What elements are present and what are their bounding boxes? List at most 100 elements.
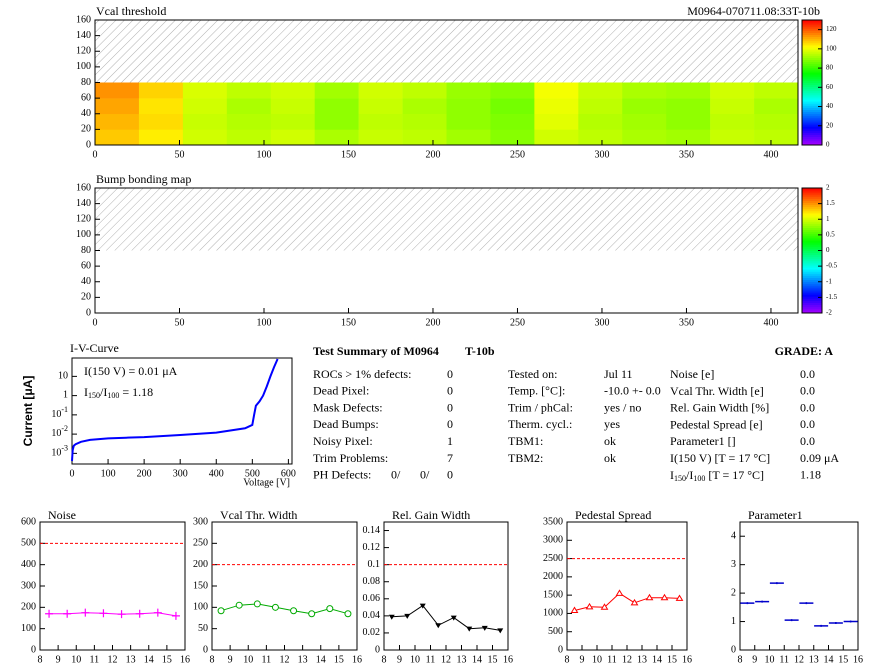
x-tick-label: 8 [210, 654, 215, 665]
color-scale-label: -2 [826, 309, 832, 317]
x-tick-label: 300 [594, 149, 609, 160]
color-scale-cell [802, 215, 822, 218]
color-scale-cell [802, 132, 822, 135]
color-scale-cell [802, 246, 822, 249]
heatmap-cell [358, 98, 403, 115]
result-label: I(150 V) [T = 17 °C] [670, 451, 770, 465]
color-scale-frame [801, 19, 823, 146]
plot-frame [39, 521, 186, 651]
y-tick-base: 1 [63, 390, 68, 401]
heatmap-cell [666, 98, 711, 115]
x-tick-label: 150 [341, 149, 356, 160]
x-tick-label: 16 [352, 654, 362, 665]
color-scale-cell [802, 229, 822, 233]
color-scale-cell [802, 38, 822, 42]
color-scale-cell [802, 231, 822, 235]
x-tick-label: 15 [162, 654, 172, 665]
result-label: Pedestal Spread [e] [670, 417, 763, 431]
marker [404, 613, 411, 619]
y-tick-base: 10 [51, 448, 61, 459]
plot-frame [211, 521, 358, 651]
x-tick-label: 16 [503, 654, 513, 665]
condition-label: TBM1: [508, 434, 543, 448]
y-tick-label: 1 [731, 616, 736, 627]
x-tick-label: 8 [738, 654, 743, 665]
defect-value: 1 [447, 434, 453, 448]
heatmap-cell [490, 98, 535, 115]
color-scale-cell [802, 304, 822, 308]
y-tick-base: 10 [51, 409, 61, 420]
y-tick-label: 20 [81, 124, 91, 135]
y-tick-base: 10 [58, 371, 68, 382]
condition-value: -10.0 +- 0.0 [604, 384, 661, 398]
y-tick-label: 0.06 [363, 593, 381, 604]
color-scale-cell [802, 233, 822, 237]
summary-tag: T-10b [465, 344, 495, 358]
heatmap-cell [138, 82, 184, 99]
label-part: I [84, 385, 88, 399]
color-scale-cell [802, 190, 822, 193]
heatmap-cell [226, 98, 272, 115]
heatmap-cell [710, 113, 755, 130]
color-scale-cell [802, 204, 822, 208]
color-scale-cell [802, 128, 822, 131]
x-tick-label: 16 [682, 654, 692, 665]
color-scale-cell [802, 300, 822, 303]
color-scale-cell [802, 90, 822, 94]
x-tick-label: 9 [228, 654, 233, 665]
y-tick-label: 3 [731, 559, 736, 570]
defect-value: 0 [447, 417, 453, 431]
marker [828, 621, 843, 624]
x-tick-label: 13 [126, 654, 136, 665]
color-scale-cell [802, 188, 822, 191]
x-tick-label: 15 [488, 654, 498, 665]
marker [253, 600, 261, 608]
defect-value: 0 [447, 367, 453, 381]
color-scale-cell [802, 219, 822, 222]
color-scale-cell [802, 124, 822, 127]
x-tick-label: 200 [425, 317, 440, 328]
color-scale-cell [802, 260, 822, 264]
label-part: Parameter1 [] [670, 434, 736, 448]
marker [630, 598, 639, 606]
color-scale-cell [802, 80, 822, 83]
x-tick-label: 14 [472, 654, 482, 665]
color-scale-cell [802, 275, 822, 278]
x-tick-label: 13 [457, 654, 467, 665]
x-tick-label: 9 [752, 654, 757, 665]
x-tick-label: 12 [794, 654, 804, 665]
chart-title: Rel. Gain Width [392, 508, 470, 522]
color-scale-cell [802, 40, 822, 44]
x-tick-label: 11 [90, 654, 100, 665]
heatmap-cell [226, 113, 272, 130]
chart-title: Vcal threshold [96, 4, 166, 18]
y-tick-label: 300 [193, 516, 208, 527]
y-tick-label: 60 [81, 92, 91, 103]
y-tick-label: 3000 [543, 535, 563, 546]
y-tick-label: 0 [558, 644, 563, 655]
condition-label: Temp. [°C]: [508, 384, 565, 398]
color-scale-cell [802, 65, 822, 69]
color-scale-cell [802, 134, 822, 138]
heatmap-cell [666, 82, 711, 99]
heatmap-cell [95, 82, 140, 99]
y-tick-label: 200 [193, 559, 208, 570]
x-tick-label: 14 [144, 654, 154, 665]
color-scale-label: 80 [826, 64, 834, 72]
heatmap-cell [95, 129, 140, 146]
color-scale-cell [802, 107, 822, 110]
heatmap-cell [226, 129, 272, 146]
marker [171, 611, 180, 620]
x-tick-label: 14 [652, 654, 662, 665]
defect-label: Dead Bumps: [313, 417, 379, 431]
defect-label: Mask Defects: [313, 400, 383, 414]
marker [769, 582, 784, 585]
color-scale-cell [802, 49, 822, 52]
heatmap-cell [754, 98, 799, 115]
color-scale-cell [802, 74, 822, 77]
color-scale-cell [802, 198, 822, 201]
label-part: 100 [107, 391, 119, 400]
x-tick-label: 10 [765, 654, 775, 665]
y-tick-label: 250 [193, 538, 208, 549]
color-scale-cell [802, 126, 822, 129]
